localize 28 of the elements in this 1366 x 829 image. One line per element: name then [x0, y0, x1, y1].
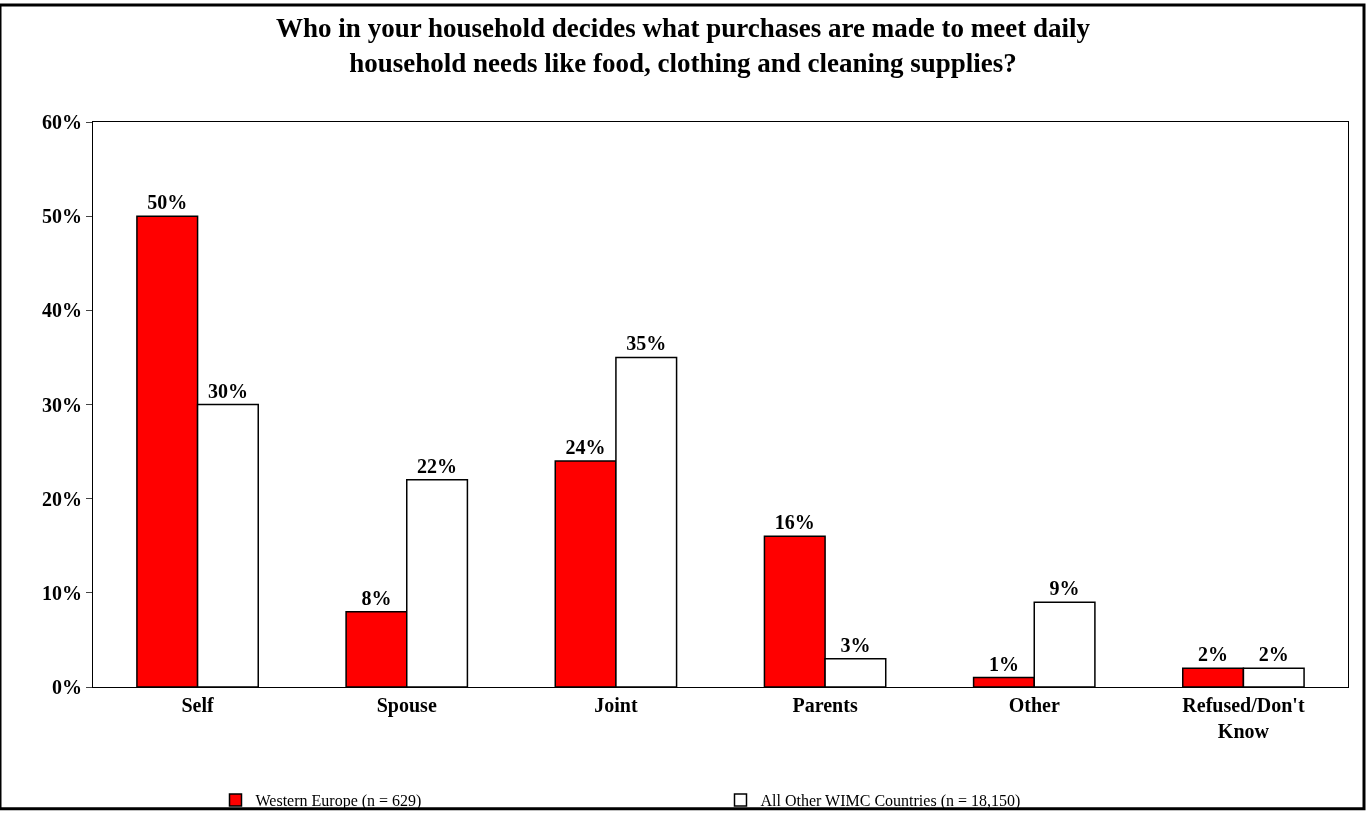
data-label: 2%: [1198, 643, 1229, 666]
data-label: 3%: [840, 633, 871, 656]
data-label: 8%: [361, 586, 392, 609]
data-label: 2%: [1258, 643, 1289, 666]
data-label: 1%: [988, 652, 1019, 675]
x-tick-label: Spouse: [376, 694, 437, 717]
x-tick-label: Self: [181, 694, 215, 716]
y-tick-label: 40%: [42, 299, 82, 322]
data-label: 35%: [626, 332, 667, 355]
y-tick-label: 50%: [42, 205, 82, 228]
chart-title: Who in your household decides what purchases are made to meet daily household needs like food, clothing and cleaning supplies?: [276, 13, 1091, 79]
data-label: 22%: [417, 454, 458, 477]
data-label: 30%: [207, 379, 248, 402]
data-label: 50%: [147, 191, 188, 214]
x-tick-label: Joint: [594, 694, 638, 716]
legend-label: Western Europe (n = 629): [255, 792, 422, 811]
y-tick-label: 30%: [42, 393, 82, 416]
y-tick-label: 10%: [42, 581, 82, 604]
x-tick-label: Parents: [792, 694, 858, 716]
y-tick-label: 0%: [52, 676, 82, 698]
x-tick-label: Other: [1008, 694, 1060, 716]
y-tick-label: 60%: [42, 111, 82, 133]
data-label: 9%: [1049, 577, 1080, 600]
data-label: 16%: [774, 511, 815, 534]
data-label: 24%: [565, 436, 606, 458]
y-tick-label: 20%: [42, 487, 82, 510]
x-tick-label: Refused/Don't Know: [1182, 694, 1305, 742]
legend-label: All Other WIMC Countries (n = 18,150): [760, 792, 1021, 811]
